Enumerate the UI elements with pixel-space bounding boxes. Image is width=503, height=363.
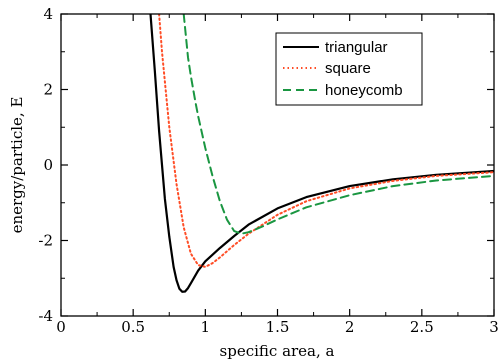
series-line-square xyxy=(158,14,494,268)
legend-label-triangular: triangular xyxy=(325,39,388,56)
y-axis-label: energy/particle, E xyxy=(8,97,26,234)
x-tick-label: 1.5 xyxy=(266,318,290,336)
series-group xyxy=(149,14,494,293)
legend: triangular square honeycomb xyxy=(275,32,423,106)
axes-group: 0 0.5 1 1.5 2 2.5 3 -4 -2 0 2 4 xyxy=(38,5,498,336)
y-tick-label: -4 xyxy=(38,307,53,325)
series-line-triangular xyxy=(149,14,494,293)
x-tick-label: 1 xyxy=(201,318,211,336)
x-tick-label: 3 xyxy=(489,318,499,336)
series-line-honeycomb xyxy=(182,14,494,235)
x-tick-label: 0.5 xyxy=(121,318,145,336)
x-tick-label: 2.5 xyxy=(410,318,434,336)
legend-label-honeycomb: honeycomb xyxy=(325,82,403,99)
y-tick-label: 4 xyxy=(43,5,53,23)
y-tick-label: 0 xyxy=(43,156,53,174)
x-tick-label: 0 xyxy=(56,318,66,336)
x-axis-label: specific area, a xyxy=(220,342,335,360)
y-tick-label: 2 xyxy=(43,81,53,99)
legend-label-square: square xyxy=(325,60,371,77)
y-tick-label: -2 xyxy=(38,232,53,250)
x-tick-label: 2 xyxy=(345,318,355,336)
legend-box xyxy=(275,32,423,106)
